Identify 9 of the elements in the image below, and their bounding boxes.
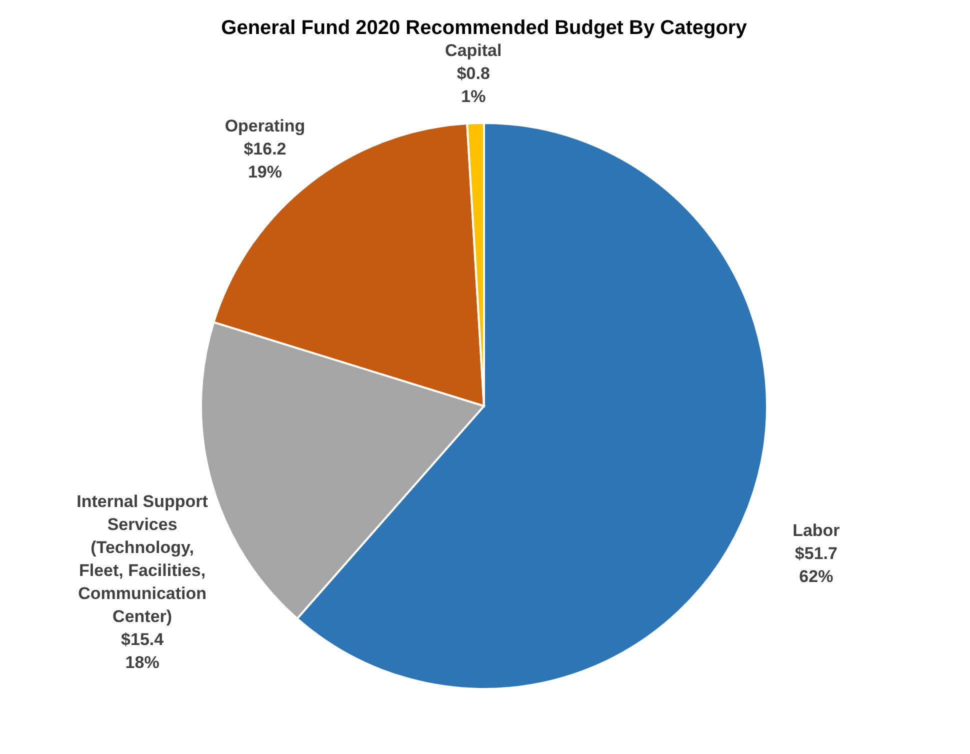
slice-label: Capital [445,41,502,60]
data-label: $0.8 1% [456,64,490,106]
slice-label: Internal Support Services (Technology, Fleet, Facilities, Communication Center) [76,492,208,626]
data-label: $16.2 19% [244,140,286,182]
slice-label: Operating [224,116,306,136]
data-label: $51.7 62% [794,544,838,586]
data-label: $15.4 18% [121,630,164,672]
chart-title: General Fund 2020 Recommended Budget By Category [221,17,748,40]
slice-label: Labor [792,521,840,540]
